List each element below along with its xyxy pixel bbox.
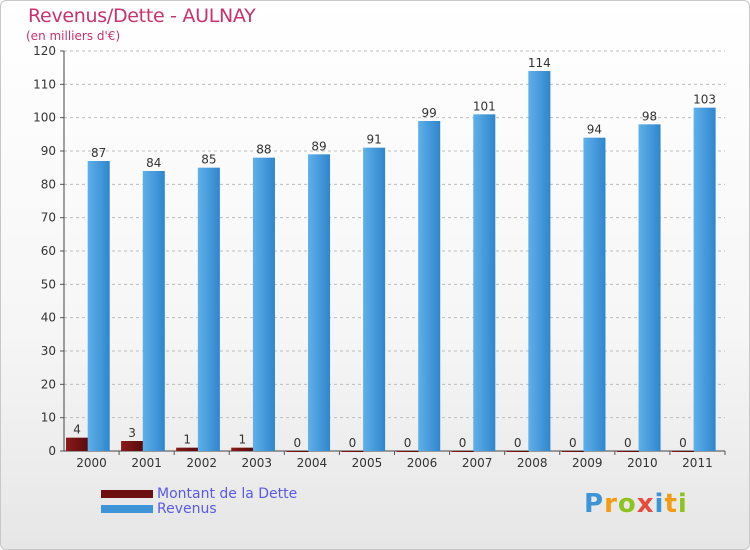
- x-tick-label: 2003: [242, 456, 273, 470]
- y-tick-label: 70: [41, 211, 56, 225]
- x-tick-label: 2001: [131, 456, 162, 470]
- data-label-revenue: 114: [528, 56, 551, 70]
- chart-legend: Montant de la Dette Revenus: [101, 487, 297, 517]
- bar-debt: [176, 447, 199, 451]
- bar-debt: [561, 451, 584, 452]
- logo-letter: o: [617, 489, 637, 519]
- data-label-revenue: 103: [693, 93, 716, 107]
- data-label-debt: 0: [294, 436, 302, 450]
- bar-revenue: [252, 157, 275, 451]
- data-label-debt: 1: [238, 433, 246, 447]
- legend-label-debt: Montant de la Dette: [157, 486, 298, 502]
- bar-revenue: [363, 147, 386, 451]
- legend-label-revenue: Revenus: [157, 501, 217, 517]
- logo-letter: i: [677, 489, 688, 519]
- bar-debt: [506, 451, 529, 452]
- data-label-debt: 0: [679, 436, 687, 450]
- bar-revenue: [418, 121, 441, 451]
- bar-revenue: [87, 161, 110, 451]
- data-label-debt: 0: [404, 436, 412, 450]
- data-label-debt: 0: [569, 436, 577, 450]
- y-tick-label: 40: [41, 311, 56, 325]
- data-label-revenue: 94: [587, 123, 602, 137]
- x-tick-label: 2008: [517, 456, 548, 470]
- bar-debt: [451, 451, 474, 452]
- data-label-revenue: 101: [473, 99, 496, 113]
- data-label-debt: 1: [183, 433, 191, 447]
- chart-title: Revenus/Dette - AULNAY: [28, 5, 256, 27]
- bar-revenue: [308, 154, 331, 452]
- bar-revenue: [583, 137, 606, 451]
- y-tick-label: 80: [41, 177, 56, 191]
- y-tick-label: 60: [41, 244, 56, 258]
- data-label-debt: 0: [624, 436, 632, 450]
- legend-item-revenue: Revenus: [101, 502, 297, 517]
- bar-debt: [231, 447, 254, 451]
- x-tick-label: 2000: [76, 456, 107, 470]
- logo-letter: t: [664, 489, 678, 519]
- logo-letter: i: [654, 489, 665, 519]
- x-tick-label: 2009: [572, 456, 603, 470]
- x-tick-label: 2007: [462, 456, 493, 470]
- y-tick-label: 0: [48, 444, 56, 458]
- x-tick-label: 2002: [186, 456, 217, 470]
- y-tick-label: 100: [33, 111, 56, 125]
- y-tick-label: 110: [33, 77, 56, 91]
- bar-revenue: [142, 171, 165, 451]
- data-label-debt: 0: [514, 436, 522, 450]
- bar-revenue: [638, 124, 661, 451]
- chart-subtitle: (en milliers d'€): [26, 29, 121, 43]
- x-tick-label: 2011: [682, 456, 713, 470]
- y-tick-label: 20: [41, 377, 56, 391]
- data-label-debt: 0: [459, 436, 467, 450]
- data-label-revenue: 99: [422, 106, 437, 120]
- proxiti-logo: Proxiti: [584, 489, 688, 519]
- y-tick-label: 90: [41, 144, 56, 158]
- y-tick-label: 50: [41, 277, 56, 291]
- data-label-debt: 0: [349, 436, 357, 450]
- bar-debt: [66, 437, 89, 451]
- logo-letter: x: [636, 489, 655, 519]
- x-tick-label: 2004: [297, 456, 328, 470]
- logo-letter: P: [584, 489, 605, 519]
- bar-revenue: [197, 167, 220, 451]
- data-label-revenue: 85: [201, 153, 216, 167]
- data-label-revenue: 84: [146, 156, 161, 170]
- data-label-revenue: 88: [256, 143, 271, 157]
- y-tick-label: 10: [41, 411, 56, 425]
- data-label-revenue: 87: [91, 146, 106, 160]
- legend-swatch-debt: [101, 490, 153, 498]
- bar-debt: [671, 451, 694, 452]
- logo-letter: r: [604, 489, 618, 519]
- bar-revenue: [528, 71, 551, 451]
- bar-revenue: [473, 114, 496, 451]
- y-tick-label: 120: [33, 44, 56, 58]
- data-label-debt: 4: [73, 423, 81, 437]
- data-label-revenue: 98: [642, 109, 657, 123]
- x-tick-label: 2010: [627, 456, 658, 470]
- legend-item-debt: Montant de la Dette: [101, 487, 297, 502]
- data-label-debt: 3: [128, 426, 136, 440]
- legend-swatch-revenue: [101, 505, 153, 513]
- data-label-revenue: 91: [366, 133, 381, 147]
- bar-debt: [341, 451, 364, 452]
- x-tick-label: 2006: [407, 456, 438, 470]
- bar-revenue: [693, 107, 716, 452]
- bar-debt: [121, 441, 144, 451]
- bar-debt: [616, 451, 639, 452]
- y-tick-label: 30: [41, 344, 56, 358]
- bar-debt: [286, 451, 309, 452]
- x-tick-label: 2005: [352, 456, 383, 470]
- bar-debt: [396, 451, 419, 452]
- data-label-revenue: 89: [311, 139, 326, 153]
